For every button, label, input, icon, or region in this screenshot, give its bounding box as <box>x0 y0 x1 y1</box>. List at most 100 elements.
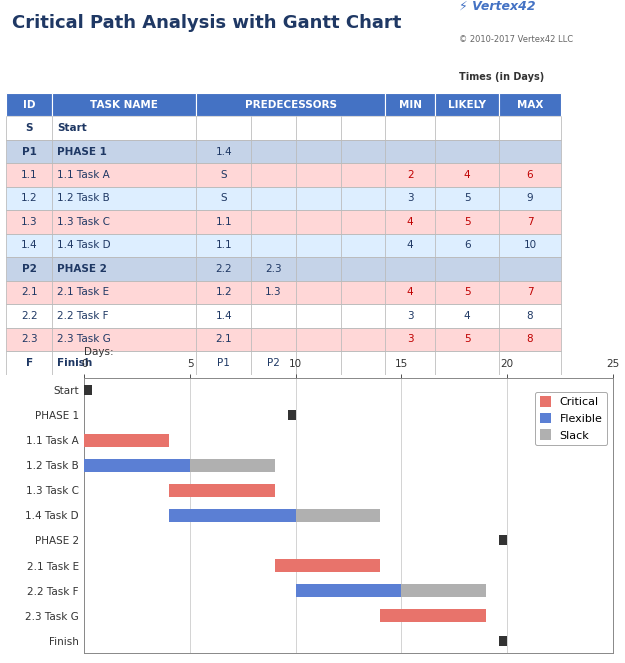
Bar <box>499 280 561 304</box>
Text: 2.1: 2.1 <box>216 334 232 344</box>
Text: 2.1: 2.1 <box>21 288 38 298</box>
Text: 10: 10 <box>523 241 536 251</box>
Text: MIN: MIN <box>399 99 422 109</box>
Text: 4: 4 <box>407 217 414 227</box>
Bar <box>341 304 386 328</box>
Bar <box>499 140 561 163</box>
Text: 5: 5 <box>464 334 471 344</box>
Bar <box>6 163 53 187</box>
Bar <box>6 304 561 328</box>
Text: 1.4: 1.4 <box>216 311 232 321</box>
Bar <box>341 351 386 375</box>
Bar <box>52 93 196 116</box>
Bar <box>6 280 561 304</box>
Bar <box>435 187 499 210</box>
Bar <box>386 187 435 210</box>
Text: 1.2: 1.2 <box>216 288 232 298</box>
Bar <box>251 280 296 304</box>
Bar <box>296 234 341 257</box>
Text: 5: 5 <box>464 288 471 298</box>
Bar <box>435 304 499 328</box>
Bar <box>380 609 486 622</box>
Text: 1.4 Task D: 1.4 Task D <box>57 241 111 251</box>
Bar <box>499 93 561 116</box>
Bar <box>296 187 341 210</box>
Text: 1.3: 1.3 <box>21 217 38 227</box>
Bar <box>6 210 561 234</box>
Bar <box>296 280 341 304</box>
Bar <box>6 234 53 257</box>
Text: 1.4: 1.4 <box>216 147 232 156</box>
Bar <box>196 351 251 375</box>
Bar <box>52 328 196 351</box>
Text: 5: 5 <box>464 194 471 204</box>
Bar <box>251 163 296 187</box>
Bar <box>190 459 274 471</box>
Bar <box>386 280 435 304</box>
Text: 6: 6 <box>464 241 471 251</box>
Text: TASK NAME: TASK NAME <box>90 99 158 109</box>
Bar <box>6 116 561 140</box>
Bar <box>196 140 251 163</box>
Bar <box>169 484 274 497</box>
Bar <box>296 584 401 597</box>
Text: PHASE 1: PHASE 1 <box>57 147 107 156</box>
Bar <box>6 328 561 351</box>
Text: PHASE 2: PHASE 2 <box>57 264 107 274</box>
Bar <box>84 434 169 447</box>
Bar <box>251 257 296 280</box>
Bar <box>196 93 386 116</box>
Bar <box>6 280 53 304</box>
Text: PREDECESSORS: PREDECESSORS <box>245 99 337 109</box>
Bar <box>341 210 386 234</box>
Bar <box>499 536 507 546</box>
Bar <box>296 328 341 351</box>
Text: 4: 4 <box>464 170 471 180</box>
Text: F: F <box>26 358 32 368</box>
Bar <box>6 187 53 210</box>
Bar <box>386 116 435 140</box>
Text: LIKELY: LIKELY <box>448 99 486 109</box>
Bar <box>6 163 561 187</box>
Text: 1.1: 1.1 <box>21 170 38 180</box>
Text: 1.3 Task C: 1.3 Task C <box>57 217 110 227</box>
Bar <box>386 304 435 328</box>
Bar <box>296 257 341 280</box>
Bar <box>296 509 380 522</box>
Bar <box>6 234 561 257</box>
Bar <box>499 304 561 328</box>
Text: 1.1: 1.1 <box>216 241 232 251</box>
Bar <box>341 328 386 351</box>
Text: 9: 9 <box>527 194 533 204</box>
Text: ⚡ Vertex42: ⚡ Vertex42 <box>459 0 536 13</box>
Text: Start: Start <box>57 123 87 133</box>
Bar <box>435 328 499 351</box>
Text: 1.1: 1.1 <box>216 217 232 227</box>
Bar <box>196 328 251 351</box>
Bar <box>196 304 251 328</box>
Bar <box>386 257 435 280</box>
Bar <box>6 304 53 328</box>
Bar <box>296 140 341 163</box>
Text: P2: P2 <box>22 264 37 274</box>
Bar <box>296 351 341 375</box>
Bar <box>52 140 196 163</box>
Bar <box>196 116 251 140</box>
Bar <box>6 140 561 163</box>
Bar <box>6 257 561 280</box>
Bar <box>274 560 380 572</box>
Text: 2.3: 2.3 <box>265 264 282 274</box>
Bar <box>499 163 561 187</box>
Text: 1.2 Task B: 1.2 Task B <box>57 194 110 204</box>
Text: 3: 3 <box>407 334 414 344</box>
Bar <box>6 116 53 140</box>
Text: © 2010-2017 Vertex42 LLC: © 2010-2017 Vertex42 LLC <box>459 35 574 44</box>
Bar <box>499 351 561 375</box>
Bar <box>435 116 499 140</box>
Text: 2.2 Task F: 2.2 Task F <box>57 311 109 321</box>
Bar <box>341 257 386 280</box>
Bar <box>499 234 561 257</box>
Text: 8: 8 <box>527 311 533 321</box>
Text: P2: P2 <box>267 358 280 368</box>
Bar <box>435 234 499 257</box>
